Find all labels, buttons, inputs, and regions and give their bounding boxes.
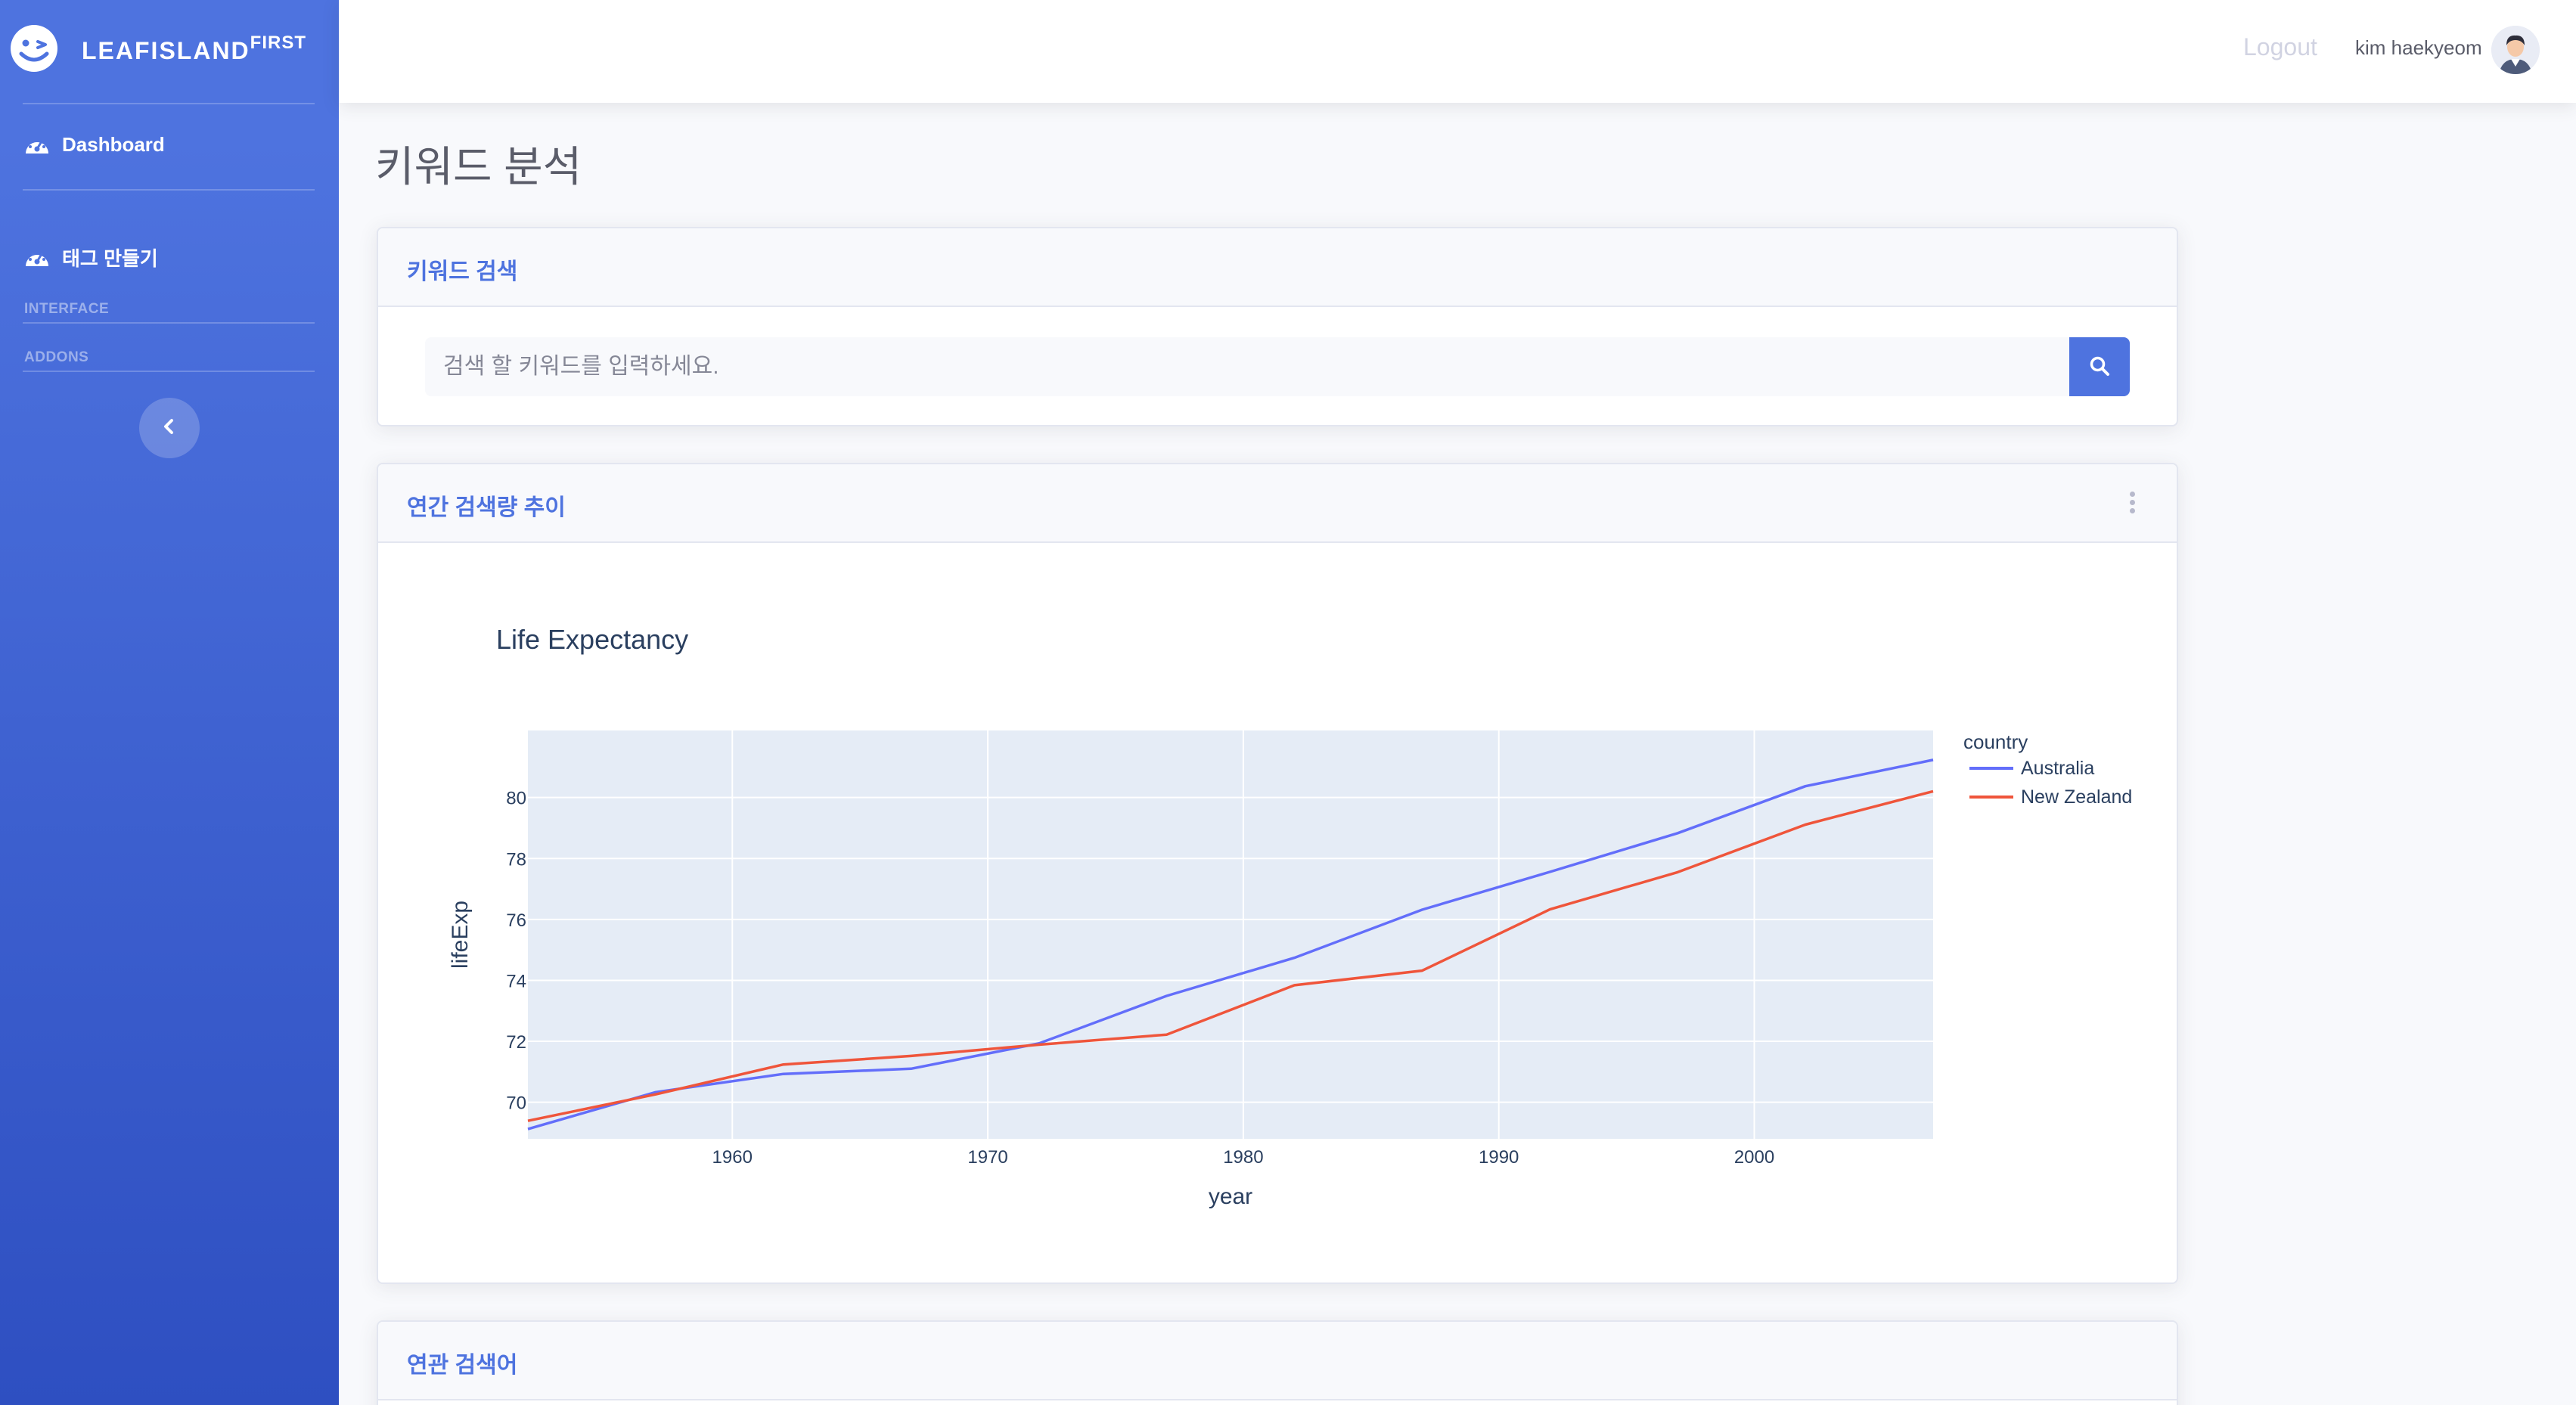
x-tick-label: 1970 bbox=[967, 1147, 1007, 1168]
y-axis-label: lifeExp bbox=[448, 901, 473, 969]
user-name[interactable]: kim haekyeom bbox=[2355, 36, 2482, 59]
search-card: 키워드 검색 bbox=[377, 227, 2178, 426]
line-chart: Life Expectancy 1960 1970 1980 1990 2000 70 72… bbox=[448, 624, 2132, 1209]
sidebar-item-label: Dashboard bbox=[62, 133, 165, 156]
search-button[interactable] bbox=[2069, 337, 2130, 396]
sidebar: LEAFISLANDFIRST Dashboard 태그 만들기 INTERFA… bbox=[0, 0, 339, 1405]
series-lines bbox=[527, 758, 1934, 1131]
tachometer-icon bbox=[24, 247, 50, 269]
card-header: 연간 검색량 추이 bbox=[378, 464, 2177, 543]
x-tick-label: 1980 bbox=[1223, 1147, 1263, 1168]
trend-card: 연간 검색량 추이 Life Expectancy 1960 1970 1980 19… bbox=[377, 463, 2178, 1284]
sidebar-item-dashboard[interactable]: Dashboard bbox=[24, 133, 165, 157]
chart-legend: country Australia New Zealand bbox=[1963, 730, 2132, 808]
more-options-icon[interactable] bbox=[2130, 492, 2136, 516]
related-card: 연관 검색어 bbox=[377, 1320, 2178, 1405]
x-tick-label: 1960 bbox=[712, 1147, 753, 1168]
y-tick-label: 78 bbox=[506, 849, 526, 870]
plot-area bbox=[528, 730, 1933, 1139]
page-title: 키워드 분석 bbox=[375, 143, 582, 191]
chart-title: Life Expectancy bbox=[496, 624, 688, 655]
card-title: 키워드 검색 bbox=[407, 259, 518, 284]
y-tick-label: 70 bbox=[506, 1093, 526, 1114]
brand-suffix: FIRST bbox=[250, 32, 306, 53]
card-title: 연간 검색량 추이 bbox=[407, 495, 566, 520]
chevron-left-icon bbox=[162, 418, 177, 439]
search-input[interactable] bbox=[425, 337, 2069, 396]
logout-link[interactable]: Logout bbox=[2243, 33, 2317, 60]
axis-ticks: 1960 1970 1980 1990 2000 70 72 74 76 78 80 bbox=[506, 789, 1774, 1168]
card-header: 키워드 검색 bbox=[378, 228, 2177, 307]
brand-name: LEAFISLANDFIRST bbox=[82, 32, 306, 64]
card-header: 연관 검색어 bbox=[378, 1322, 2177, 1400]
y-tick-label: 72 bbox=[506, 1032, 526, 1053]
legend-title: country bbox=[1963, 730, 2028, 753]
legend-entry: Australia bbox=[2021, 758, 2094, 779]
brand[interactable]: LEAFISLANDFIRST bbox=[11, 24, 306, 73]
tachometer-icon bbox=[24, 134, 50, 157]
sidebar-heading-interface: INTERFACE bbox=[24, 301, 110, 317]
y-tick-label: 74 bbox=[506, 971, 526, 991]
sidebar-item-label: 태그 만들기 bbox=[62, 247, 158, 270]
sidebar-divider bbox=[23, 371, 315, 372]
search-icon bbox=[2089, 355, 2110, 379]
topbar: Logout kim haekyeom bbox=[339, 0, 2576, 103]
sidebar-heading-addons: ADDONS bbox=[24, 349, 89, 365]
x-tick-label: 1990 bbox=[1479, 1147, 1519, 1168]
y-tick-label: 80 bbox=[506, 789, 526, 809]
sidebar-divider bbox=[23, 322, 315, 324]
series-line bbox=[527, 758, 1934, 1131]
search-row bbox=[425, 337, 2130, 396]
series-line bbox=[527, 789, 1934, 1122]
card-title: 연관 검색어 bbox=[407, 1353, 518, 1378]
sidebar-toggle-button[interactable] bbox=[139, 398, 200, 458]
sidebar-divider bbox=[23, 103, 315, 104]
x-tick-label: 2000 bbox=[1734, 1147, 1774, 1168]
avatar[interactable] bbox=[2491, 26, 2540, 74]
x-axis-label: year bbox=[1209, 1184, 1252, 1209]
sidebar-divider bbox=[23, 189, 315, 191]
sidebar-item-tag-create[interactable]: 태그 만들기 bbox=[24, 243, 158, 271]
y-tick-label: 76 bbox=[506, 910, 526, 931]
legend-entry: New Zealand bbox=[2021, 786, 2132, 808]
brand-logo-icon bbox=[11, 25, 57, 72]
